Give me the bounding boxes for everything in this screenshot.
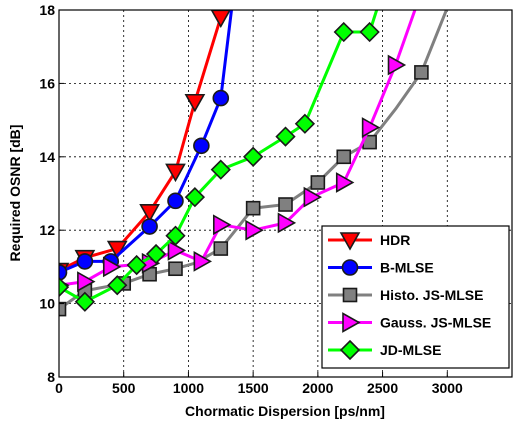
data-point (77, 271, 96, 292)
plot-frame (58, 9, 513, 378)
x-tick-label: 1000 (173, 380, 204, 396)
data-point (245, 200, 261, 216)
data-point (126, 254, 147, 276)
data-point (243, 146, 264, 167)
x-tick-label: 2000 (302, 380, 333, 396)
x-tick-label: 3000 (432, 380, 463, 396)
data-point (336, 149, 352, 165)
data-point (102, 256, 122, 278)
legend-marker (342, 287, 358, 303)
data-point (310, 175, 326, 190)
data-point (167, 240, 187, 261)
x-tick-label: 2500 (367, 380, 398, 396)
data-point (387, 54, 407, 76)
data-point (141, 218, 158, 235)
data-point (361, 117, 381, 138)
legend-label: B-MLSE (380, 260, 434, 276)
data-point (59, 301, 67, 317)
x-axis-label: Chormatic Dispersion [ps/nm] (185, 403, 385, 419)
legend-label: Histo. JS-MLSE (380, 287, 483, 303)
data-point (184, 187, 206, 208)
legend: HDR B-MLSE Histo. JS-MLSE Gauss. JS-MLSE JD-… (321, 225, 510, 369)
data-point (59, 264, 68, 281)
data-point (213, 241, 229, 256)
data-point (277, 212, 297, 234)
data-point (359, 21, 380, 43)
y-axis-label: Required OSNR [dB] (7, 125, 23, 262)
series-jd-mlse (59, 10, 380, 312)
legend-label: Gauss. JS-MLSE (380, 315, 491, 331)
y-tick-label: 18 (39, 2, 55, 18)
data-point (303, 186, 323, 208)
legend-marker (341, 259, 359, 276)
data-point (278, 197, 293, 212)
series-gauss-js-mlse (59, 10, 417, 292)
data-point (76, 253, 94, 270)
x-tick-label: 500 (112, 380, 136, 396)
data-point (294, 113, 316, 134)
data-point (59, 276, 70, 298)
data-point (74, 291, 96, 312)
data-point (212, 214, 232, 236)
legend-marker (339, 232, 361, 251)
data-point (275, 126, 296, 147)
y-tick-label: 10 (39, 296, 55, 312)
series-layer (59, 10, 449, 317)
legend-label: HDR (380, 232, 410, 248)
data-point (193, 137, 210, 155)
data-point (145, 243, 167, 265)
data-point (107, 275, 128, 296)
legend-marker (342, 312, 361, 333)
data-point (212, 89, 230, 107)
data-point (184, 93, 206, 113)
data-point (165, 225, 186, 246)
data-point (245, 219, 264, 241)
y-tick-label: 14 (39, 149, 55, 165)
legend-marker (339, 339, 361, 361)
ticks: 0 500 1000 1500 2000 2500 3000 8 10 12 14 16 18 (39, 2, 463, 396)
data-point (139, 204, 160, 223)
x-tick-label: 1500 (238, 380, 269, 396)
data-point (414, 65, 429, 80)
legend-label: JD-MLSE (380, 342, 441, 358)
y-tick-label: 12 (39, 222, 55, 238)
data-point (167, 192, 184, 210)
data-point (335, 172, 355, 193)
data-point (165, 163, 186, 183)
x-tick-label: 0 (55, 380, 63, 396)
data-point (193, 251, 213, 272)
data-point (210, 159, 231, 180)
y-tick-label: 8 (47, 369, 55, 385)
data-point (333, 21, 354, 43)
data-point (168, 261, 183, 277)
y-tick-label: 16 (39, 75, 55, 91)
